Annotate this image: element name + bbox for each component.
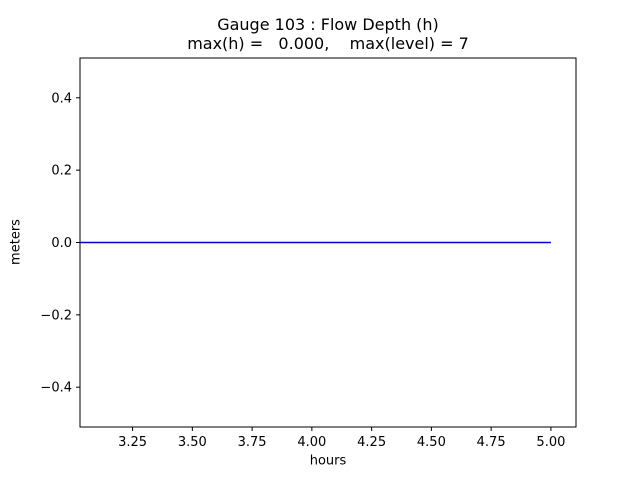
y-tick-label: 0.2	[51, 164, 72, 179]
x-tick-label: 4.75	[477, 435, 506, 450]
chart-title: Gauge 103 : Flow Depth (h)	[217, 15, 439, 34]
y-tick-label: 0.0	[51, 236, 72, 251]
y-tick-label: 0.4	[51, 91, 72, 106]
chart-subtitle: max(h) = 0.000, max(level) = 7	[187, 34, 469, 53]
chart-title-block: Gauge 103 : Flow Depth (h) max(h) = 0.00…	[80, 15, 576, 53]
x-tick-label: 4.25	[357, 435, 386, 450]
y-tick-label: −0.2	[40, 308, 72, 323]
y-tick-label: −0.4	[40, 381, 72, 396]
x-tick-label: 4.50	[417, 435, 446, 450]
x-tick-label: 4.00	[297, 435, 326, 450]
x-tick-label: 3.75	[238, 435, 267, 450]
x-axis-label: hours	[309, 453, 347, 469]
y-axis-label: meters	[8, 219, 24, 265]
x-tick-label: 5.00	[536, 435, 565, 450]
x-tick-label: 3.25	[118, 435, 147, 450]
x-tick-label: 3.50	[178, 435, 207, 450]
